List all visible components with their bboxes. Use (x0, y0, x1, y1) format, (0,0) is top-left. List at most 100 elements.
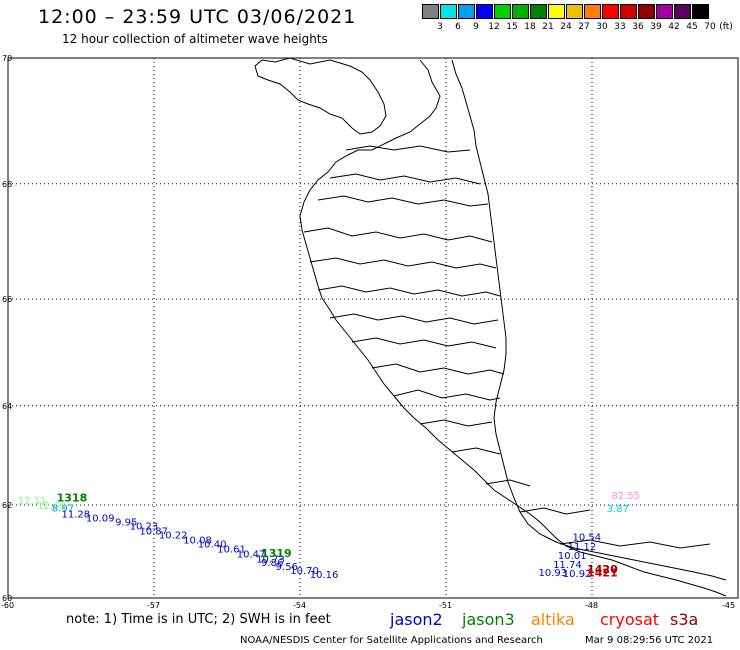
colorbar-label: 24 (560, 22, 572, 32)
colorbar-label: 21 (542, 22, 554, 32)
legend-jason2: jason2 (390, 610, 443, 629)
lat-tick-label: 62 (2, 501, 12, 510)
credit-line: NOAA/NESDIS Center for Satellite Applica… (240, 635, 543, 646)
lat-tick-label: 66 (2, 295, 12, 304)
legend-cryosat: cryosat (600, 610, 660, 629)
colorbar-swatch (530, 4, 547, 19)
wave-height-value: 10.08 (183, 535, 212, 546)
wave-height-value: 9.95 (115, 518, 137, 529)
wave-height-value: 11.12 (568, 542, 597, 553)
colorbar-label: 3 (437, 22, 443, 32)
wave-height-value: 10.93 (538, 568, 567, 579)
footer-note: note: 1) Time is in UTC; 2) SWH is in fe… (66, 612, 331, 627)
wave-height-value: 10.22 (159, 531, 188, 542)
colorbar-swatch (476, 4, 493, 19)
pass-time-label: 1421 (587, 567, 618, 580)
greenland-coastline (254, 57, 727, 597)
colorbar-swatch (692, 4, 709, 19)
colorbar-swatch (458, 4, 475, 19)
wave-height-value: 12.69 (37, 501, 66, 512)
colorbar-unit: (ft) (719, 22, 733, 32)
lat-tick-label: 60 (2, 594, 12, 603)
lat-tick-label: 64 (2, 402, 12, 411)
colorbar-swatch (674, 4, 691, 19)
colorbar-swatch (620, 4, 637, 19)
fjord-7 (329, 313, 499, 325)
colorbar-label: 6 (455, 22, 461, 32)
wave-height-value: 10.01 (558, 551, 587, 562)
colorbar-swatch (566, 4, 583, 19)
fjord-5 (309, 257, 497, 269)
map-frame (7, 57, 739, 599)
generation-timestamp: Mar 9 08:29:56 UTC 2021 (585, 635, 714, 646)
map-title: 12:00 – 23:59 UTC 03/06/2021 (38, 6, 357, 28)
wave-height-value: 10.40 (198, 540, 227, 551)
wave-height-value: 10.70 (290, 566, 319, 577)
wave-height-value: 10.61 (217, 544, 246, 555)
colorbar-label: 12 (488, 22, 500, 32)
coast-east-fjords (451, 59, 727, 581)
fjord-12 (451, 447, 501, 455)
lon-tick-label: -51 (439, 601, 452, 610)
pass-time-label: 1420 (587, 563, 618, 576)
wave-height-value: 11.28 (62, 509, 91, 520)
colorbar-label: 70 (704, 22, 716, 32)
fjord-3 (317, 195, 489, 207)
pass-time-label: 1319 (261, 547, 292, 560)
colorbar-swatch (440, 4, 457, 19)
colorbar-swatch (656, 4, 673, 19)
colorbar-swatch (638, 4, 655, 19)
fjord-1 (345, 145, 471, 153)
wave-height-value: 10.87 (139, 526, 168, 537)
colorbar-swatch (602, 4, 619, 19)
pass-time-label: 1318 (57, 492, 88, 505)
coast-ice-edge-north (254, 57, 387, 135)
map-grid: 70 68 66 64 62 60-60 -57 -54 -51 -48 -45 (1, 54, 739, 610)
lon-tick-label: -45 (722, 601, 735, 610)
colorbar-label: 45 (686, 22, 698, 32)
colorbar-label: 30 (596, 22, 608, 32)
fjord-15 (559, 539, 711, 549)
colorbar-label: 9 (473, 22, 479, 32)
wave-height-value: 3.87 (607, 504, 629, 515)
fjord-14 (519, 507, 591, 515)
colorbar-label: 42 (668, 22, 680, 32)
map-subtitle: 12 hour collection of altimeter wave hei… (62, 32, 328, 46)
wave-height-value: 9.56 (276, 562, 298, 573)
fjord-11 (419, 419, 493, 427)
wave-height-value: 10.73 (256, 554, 285, 565)
fjord-10 (393, 389, 501, 401)
colorbar-label: 39 (650, 22, 662, 32)
wave-height-value: 10.92 (563, 569, 592, 580)
lon-tick-label: -54 (293, 601, 306, 610)
fjord-13 (485, 479, 531, 487)
wave-height-value: 9.86 (261, 558, 283, 569)
lon-tick-label: -57 (147, 601, 160, 610)
wave-height-value: 10.09 (86, 513, 115, 524)
colorbar-label: 36 (632, 22, 644, 32)
lon-tick-label: -48 (585, 601, 598, 610)
fjord-4 (303, 227, 493, 243)
wave-height-colorbar: 3 6 9 12 15 18 21 24 27 30 33 36 39 42 45 70 (ft) (422, 4, 733, 34)
lat-tick-label: 70 (2, 54, 12, 63)
wave-height-value: 11.74 (553, 560, 582, 571)
coast-west-main (299, 59, 727, 597)
colorbar-swatch (584, 4, 601, 19)
colorbar-swatch (512, 4, 529, 19)
colorbar-swatch (422, 4, 439, 19)
wave-height-value: 12.11 (18, 496, 47, 507)
lon-tick-label: -60 (1, 601, 14, 610)
wave-height-value: 10.23 (130, 521, 159, 532)
fjord-6 (317, 285, 501, 297)
lat-tick-label: 68 (2, 180, 12, 189)
colorbar-label: 18 (524, 22, 536, 32)
legend-s3a: s3a (670, 610, 699, 629)
legend-jason3: jason3 (462, 610, 515, 629)
fjord-8 (351, 337, 497, 349)
colorbar-swatch (494, 4, 511, 19)
wave-height-value: 10.16 (310, 570, 339, 581)
fjord-9 (371, 363, 505, 375)
